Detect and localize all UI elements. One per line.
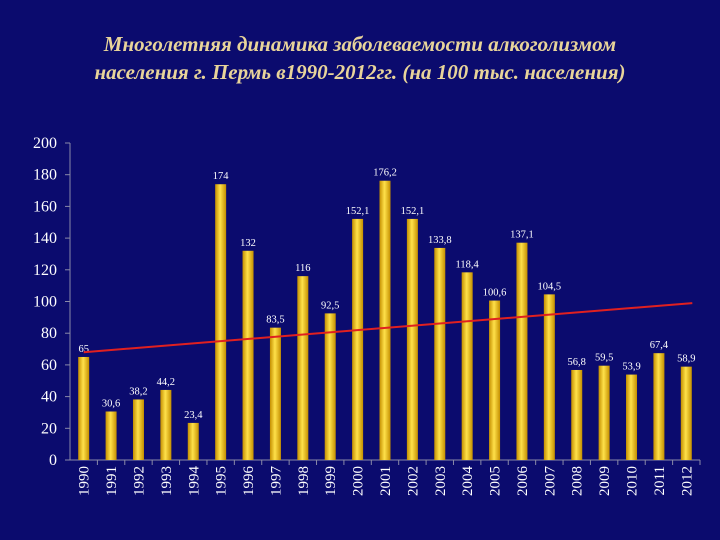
data-label: 65 — [78, 344, 89, 355]
data-label: 137,1 — [510, 230, 534, 241]
data-label: 132 — [240, 238, 256, 249]
x-tick-label: 1990 — [77, 466, 93, 496]
bar — [434, 247, 446, 460]
y-tick-label: 40 — [41, 389, 57, 406]
x-tick-label: 1996 — [241, 466, 257, 497]
y-tick-label: 20 — [41, 420, 57, 437]
y-tick-label: 80 — [41, 325, 57, 342]
chart-data-labels: 65 30,6 38,2 44,2 23,4 174 132 83,5 116 92,5 152,1… — [78, 168, 695, 421]
data-label: 133,8 — [428, 235, 452, 246]
data-label: 44,2 — [157, 377, 175, 388]
bar — [187, 422, 199, 460]
x-tick-label: 1999 — [323, 466, 339, 496]
y-tick-label: 100 — [33, 294, 57, 311]
y-tick-label: 0 — [49, 452, 57, 469]
chart-axes: 0 20 40 60 80 100 120 140 160 180 200 1990 1991 1992 1… — [33, 135, 701, 497]
data-label: 92,5 — [321, 300, 339, 311]
data-label: 152,1 — [401, 206, 425, 217]
chart-bars — [78, 180, 692, 460]
x-tick-label: 1997 — [268, 466, 284, 497]
chart-title-line-1: Многолетняя динамика заболеваемости алко… — [103, 32, 617, 56]
x-tick-label: 1991 — [104, 466, 120, 496]
data-label: 38,2 — [129, 386, 147, 397]
bar — [78, 356, 90, 460]
x-tick-label: 2010 — [625, 466, 641, 496]
bar — [160, 389, 172, 460]
data-label: 59,5 — [595, 353, 613, 364]
bar — [242, 250, 254, 460]
x-tick-label: 2005 — [488, 466, 504, 496]
x-tick-label: 2006 — [515, 466, 531, 497]
data-label: 53,9 — [622, 362, 640, 373]
data-label: 58,9 — [677, 354, 695, 365]
y-tick-label: 160 — [33, 198, 57, 215]
bar — [132, 399, 144, 460]
bar — [680, 366, 692, 460]
bar — [653, 353, 665, 460]
bar — [269, 327, 281, 460]
x-tick-label: 2012 — [679, 466, 695, 496]
chart-title-line-2: населения г. Пермь в1990-2012гг. (на 100… — [94, 60, 626, 84]
bar — [215, 184, 227, 460]
chart-title: Многолетняя динамика заболеваемости алко… — [40, 30, 680, 86]
x-tick-label: 1992 — [131, 466, 147, 496]
x-tick-label: 1993 — [159, 466, 175, 496]
y-tick-label: 120 — [33, 262, 57, 279]
bar — [352, 218, 364, 460]
data-label: 83,5 — [266, 315, 284, 326]
bar — [406, 218, 418, 460]
x-tick-label: 1998 — [296, 466, 312, 496]
bar — [543, 294, 555, 460]
bar — [598, 365, 610, 460]
data-label: 118,4 — [456, 259, 480, 270]
bar — [297, 276, 309, 460]
data-label: 176,2 — [373, 168, 397, 179]
y-tick-label: 140 — [33, 230, 57, 247]
y-tick-label: 180 — [33, 167, 57, 184]
x-tick-label: 1995 — [214, 466, 230, 496]
data-label: 56,8 — [568, 357, 586, 368]
bar — [105, 411, 117, 460]
x-tick-label: 2004 — [460, 466, 476, 497]
data-label: 104,5 — [538, 281, 562, 292]
bar — [461, 272, 473, 460]
bar — [379, 180, 391, 460]
x-tick-label: 2003 — [433, 466, 449, 496]
data-label: 152,1 — [346, 206, 370, 217]
x-tick-label: 2011 — [652, 466, 668, 495]
data-label: 100,6 — [483, 288, 507, 299]
bar — [324, 313, 336, 460]
bar — [516, 242, 528, 460]
data-label: 67,4 — [650, 340, 669, 351]
trend-line-group — [83, 302, 693, 354]
data-label: 30,6 — [102, 398, 120, 409]
x-tick-label: 2009 — [597, 466, 613, 496]
bar — [571, 369, 583, 460]
y-tick-label: 200 — [33, 135, 57, 152]
bar — [626, 374, 638, 460]
data-label: 116 — [295, 263, 310, 274]
x-tick-label: 2002 — [405, 466, 421, 496]
x-tick-label: 1994 — [186, 466, 202, 497]
bar — [489, 300, 501, 460]
x-tick-label: 2001 — [378, 466, 394, 496]
y-tick-label: 60 — [41, 357, 57, 374]
data-label: 23,4 — [184, 410, 203, 421]
x-tick-label: 2000 — [351, 466, 367, 496]
x-tick-label: 2007 — [542, 466, 558, 497]
data-label: 174 — [213, 171, 230, 182]
trend-line — [83, 302, 693, 354]
x-tick-label: 2008 — [570, 466, 586, 496]
